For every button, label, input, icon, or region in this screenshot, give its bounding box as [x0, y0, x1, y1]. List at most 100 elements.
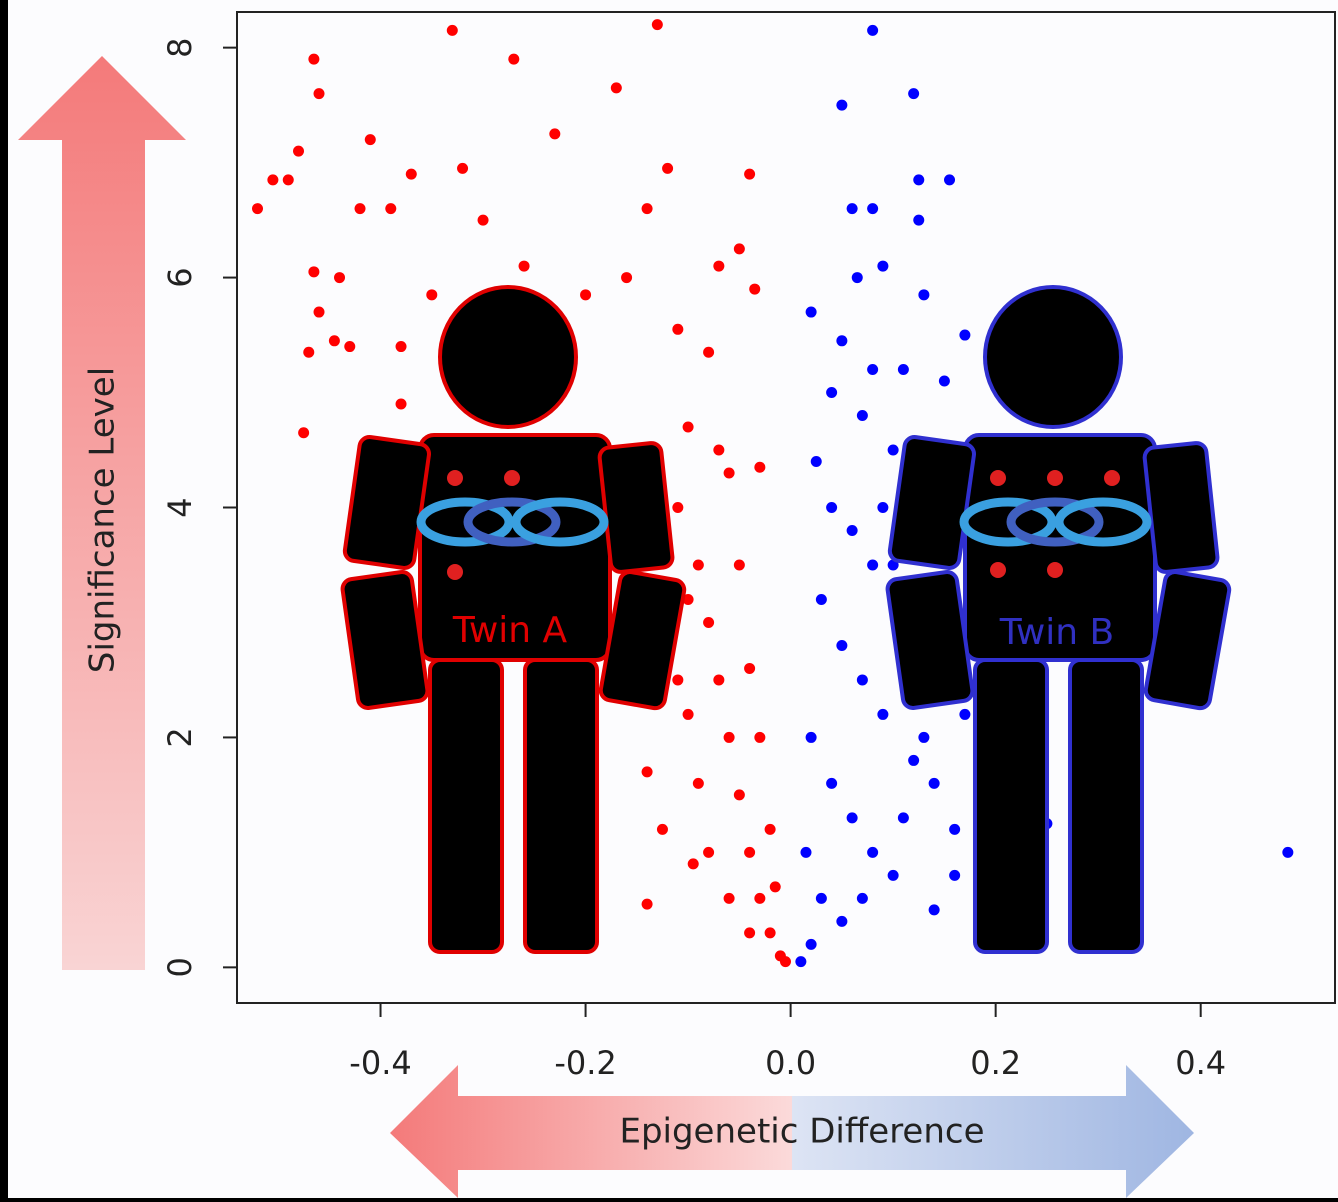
- x-axis-label: Epigenetic Difference: [619, 1112, 984, 1152]
- point: [344, 341, 355, 352]
- point: [724, 468, 735, 479]
- point: [867, 847, 878, 858]
- point: [867, 364, 878, 375]
- point: [806, 939, 817, 950]
- y-tick-label: 2: [161, 727, 199, 747]
- point: [806, 732, 817, 743]
- point: [816, 594, 827, 605]
- point: [913, 174, 924, 185]
- point: [826, 778, 837, 789]
- x-tick-label: -0.4: [349, 1044, 411, 1082]
- point: [724, 893, 735, 904]
- point: [672, 324, 683, 335]
- point: [308, 266, 319, 277]
- point: [877, 709, 888, 720]
- point: [847, 203, 858, 214]
- point: [898, 812, 909, 823]
- point: [396, 399, 407, 410]
- point: [703, 617, 714, 628]
- point: [426, 289, 437, 300]
- point: [857, 893, 868, 904]
- point: [713, 261, 724, 272]
- point: [478, 215, 489, 226]
- point: [949, 824, 960, 835]
- point: [754, 462, 765, 473]
- point: [580, 289, 591, 300]
- chart: Significance Level Epigenetic Difference…: [0, 0, 1338, 1198]
- point: [365, 134, 376, 145]
- point: [939, 376, 950, 387]
- point: [744, 847, 755, 858]
- point: [642, 766, 653, 777]
- x-tick-label: 0.2: [970, 1044, 1021, 1082]
- point: [857, 674, 868, 685]
- point: [252, 203, 263, 214]
- y-tick-label: 8: [161, 37, 199, 57]
- point: [754, 732, 765, 743]
- annotation: Twin A: [452, 610, 568, 651]
- x-tick-label: 0.4: [1175, 1044, 1226, 1082]
- point: [826, 502, 837, 513]
- point: [662, 163, 673, 174]
- x-tick-label: -0.2: [554, 1044, 616, 1082]
- point: [867, 559, 878, 570]
- point: [693, 559, 704, 570]
- point: [795, 956, 806, 967]
- point: [836, 640, 847, 651]
- point: [734, 559, 745, 570]
- point: [888, 445, 899, 456]
- point: [806, 307, 817, 318]
- point: [1282, 847, 1293, 858]
- point: [867, 203, 878, 214]
- point: [396, 341, 407, 352]
- point: [683, 709, 694, 720]
- point: [447, 25, 458, 36]
- point: [267, 174, 278, 185]
- point: [734, 243, 745, 254]
- point: [621, 272, 632, 283]
- point: [918, 732, 929, 743]
- y-tick-label: 0: [161, 957, 199, 977]
- point: [508, 54, 519, 65]
- point: [949, 870, 960, 881]
- point: [944, 174, 955, 185]
- point: [385, 203, 396, 214]
- point: [908, 88, 919, 99]
- point: [314, 88, 325, 99]
- point: [703, 347, 714, 358]
- point: [847, 525, 858, 536]
- point: [642, 203, 653, 214]
- y-tick-label: 4: [161, 497, 199, 517]
- point: [836, 100, 847, 111]
- point: [657, 824, 668, 835]
- point: [959, 709, 970, 720]
- point: [811, 456, 822, 467]
- point: [298, 427, 309, 438]
- point: [713, 674, 724, 685]
- point: [744, 927, 755, 938]
- point: [693, 778, 704, 789]
- point: [765, 927, 776, 938]
- point: [826, 387, 837, 398]
- point: [308, 54, 319, 65]
- point: [888, 870, 899, 881]
- point: [754, 893, 765, 904]
- point: [688, 858, 699, 869]
- point: [867, 25, 878, 36]
- point: [913, 215, 924, 226]
- point: [672, 674, 683, 685]
- point: [642, 899, 653, 910]
- point: [672, 502, 683, 513]
- point: [549, 128, 560, 139]
- point: [329, 335, 340, 346]
- point: [816, 893, 827, 904]
- point: [765, 824, 776, 835]
- point: [929, 904, 940, 915]
- y-tick-label: 6: [161, 267, 199, 287]
- point: [836, 916, 847, 927]
- point: [836, 335, 847, 346]
- point: [800, 847, 811, 858]
- point: [898, 364, 909, 375]
- point: [303, 347, 314, 358]
- point: [683, 422, 694, 433]
